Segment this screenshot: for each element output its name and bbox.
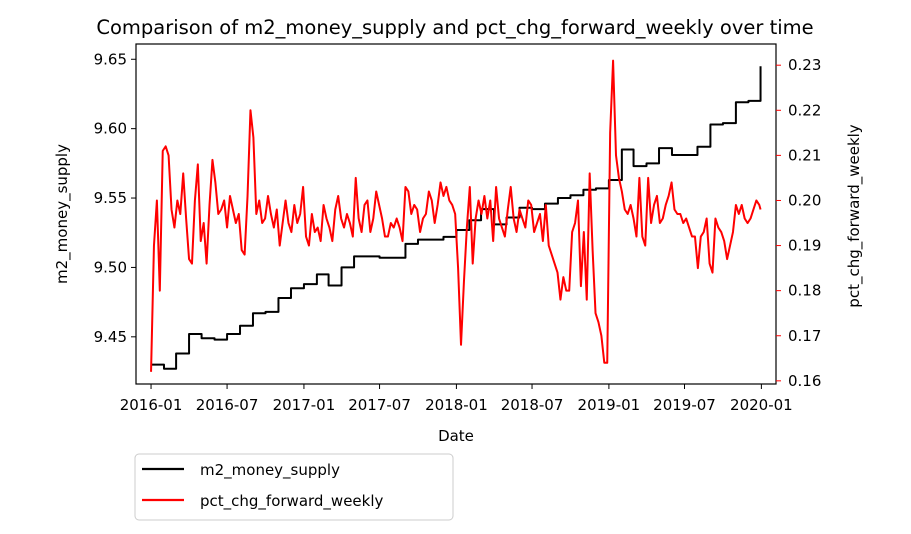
y-right-tick-label: 0.17 bbox=[788, 327, 821, 345]
x-tick-label: 2016-07 bbox=[196, 396, 259, 414]
x-tick-label: 2018-01 bbox=[425, 396, 488, 414]
x-tick-label: 2017-01 bbox=[273, 396, 336, 414]
y-left-tick-label: 9.45 bbox=[94, 328, 127, 346]
legend-label-m2-money-supply: m2_money_supply bbox=[200, 461, 340, 480]
plot-area bbox=[135, 43, 777, 385]
x-tick-label: 2019-01 bbox=[578, 396, 641, 414]
x-tick-label: 2019-07 bbox=[653, 396, 716, 414]
y-axis-right: 0.16 0.17 0.18 0.19 0.20 0.21 0.22 0.23 bbox=[776, 56, 821, 390]
x-axis-label: Date bbox=[438, 427, 474, 445]
x-tick-label: 2017-07 bbox=[348, 396, 411, 414]
y-axis-left-label: m2_money_supply bbox=[53, 144, 72, 284]
y-right-tick-label: 0.18 bbox=[788, 282, 821, 300]
y-right-tick-label: 0.19 bbox=[788, 237, 821, 255]
legend-label-pct-chg-forward-weekly: pct_chg_forward_weekly bbox=[200, 492, 384, 511]
series-line-pct-chg-forward-weekly bbox=[150, 59, 762, 372]
y-left-tick-label: 9.65 bbox=[94, 50, 127, 68]
x-tick-label: 2016-01 bbox=[120, 396, 183, 414]
y-right-tick-label: 0.23 bbox=[788, 56, 821, 74]
x-tick-label: 2018-07 bbox=[501, 396, 564, 414]
chart-title: Comparison of m2_money_supply and pct_ch… bbox=[96, 16, 813, 39]
y-right-tick-label: 0.21 bbox=[788, 146, 821, 164]
y-axis-left: 9.45 9.50 9.55 9.60 9.65 bbox=[94, 50, 136, 346]
legend: m2_money_supply pct_chg_forward_weekly bbox=[134, 453, 454, 521]
y-left-tick-label: 9.60 bbox=[94, 120, 127, 138]
y-left-tick-label: 9.50 bbox=[94, 258, 127, 276]
x-axis: 2016-01 2016-07 2017-01 2017-07 2018-01 2018-… bbox=[120, 384, 793, 414]
legend-box bbox=[134, 453, 454, 521]
y-right-tick-label: 0.20 bbox=[788, 191, 821, 209]
y-left-tick-label: 9.55 bbox=[94, 189, 127, 207]
y-right-tick-label: 0.22 bbox=[788, 101, 821, 119]
y-axis-right-label: pct_chg_forward_weekly bbox=[845, 124, 864, 308]
series-line-m2-money-supply bbox=[151, 66, 762, 370]
x-tick-label: 2020-01 bbox=[730, 396, 793, 414]
y-right-tick-label: 0.16 bbox=[788, 372, 821, 390]
series-layer bbox=[150, 59, 762, 372]
